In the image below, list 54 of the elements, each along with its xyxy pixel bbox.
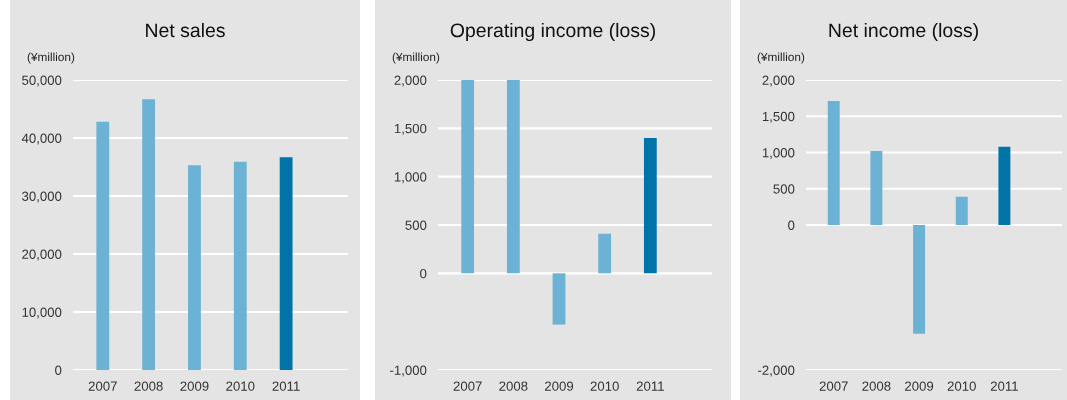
x-tick-label: 2007 [819,381,848,391]
y-tick-label: 2,000 [762,75,795,87]
x-tick-label: 2011 [272,381,300,391]
y-tick-label: 40,000 [21,133,62,145]
bar [552,273,566,325]
bar [827,101,840,225]
y-axis-title: (¥million) [392,52,440,64]
chart-title: Operating income (loss) [450,22,655,42]
chart-title: Net sales [146,22,225,38]
x-tick-label: 2010 [590,381,619,391]
y-tick-label: 0 [55,365,62,375]
x-tick-label: 2008 [499,381,528,391]
bar [643,138,657,274]
bar [870,151,883,225]
y-axis-title: (¥million) [27,52,75,64]
y-tick-label: 500 [405,220,427,230]
y-tick-label: 1,500 [762,111,795,123]
bar [279,157,293,370]
x-tick-label: 2010 [947,381,976,391]
x-tick-label: 2009 [905,381,934,391]
x-tick-label: 2009 [180,381,209,391]
y-tick-label: 30,000 [22,191,62,203]
bar [506,80,520,274]
y-tick-label: 2,000 [394,75,427,87]
y-tick-label: 10,000 [22,307,62,319]
y-tick-label: -2,000 [758,365,795,377]
y-axis-title: (¥million) [757,52,805,64]
x-tick-label: 2007 [88,381,117,391]
y-tick-label: 20,000 [22,249,62,261]
bar [998,146,1011,225]
y-tick-label: 0 [420,268,427,279]
bar [913,225,926,334]
x-tick-label: 2009 [545,381,574,391]
y-tick-label: 500 [773,184,795,194]
x-tick-label: 2007 [453,381,482,391]
x-tick-label: 2008 [134,381,163,391]
y-tick-label: 1,000 [762,148,795,159]
chart-title: Net income (loss) [829,22,978,42]
y-tick-label: 1,500 [394,123,427,135]
bar [142,99,156,370]
x-tick-label: 2011 [636,381,664,391]
y-tick-label: -1,000 [390,365,427,377]
bar [461,80,475,274]
bar [96,121,110,370]
bar [955,196,968,225]
x-tick-label: 2011 [990,381,1018,391]
bar [598,233,612,274]
bar [233,161,247,370]
x-tick-label: 2010 [226,381,255,391]
x-tick-label: 2008 [862,381,891,391]
y-tick-label: 50,000 [22,75,62,87]
bar [188,165,201,370]
y-tick-label: 1,000 [394,172,427,184]
y-tick-label: 0 [788,220,795,230]
